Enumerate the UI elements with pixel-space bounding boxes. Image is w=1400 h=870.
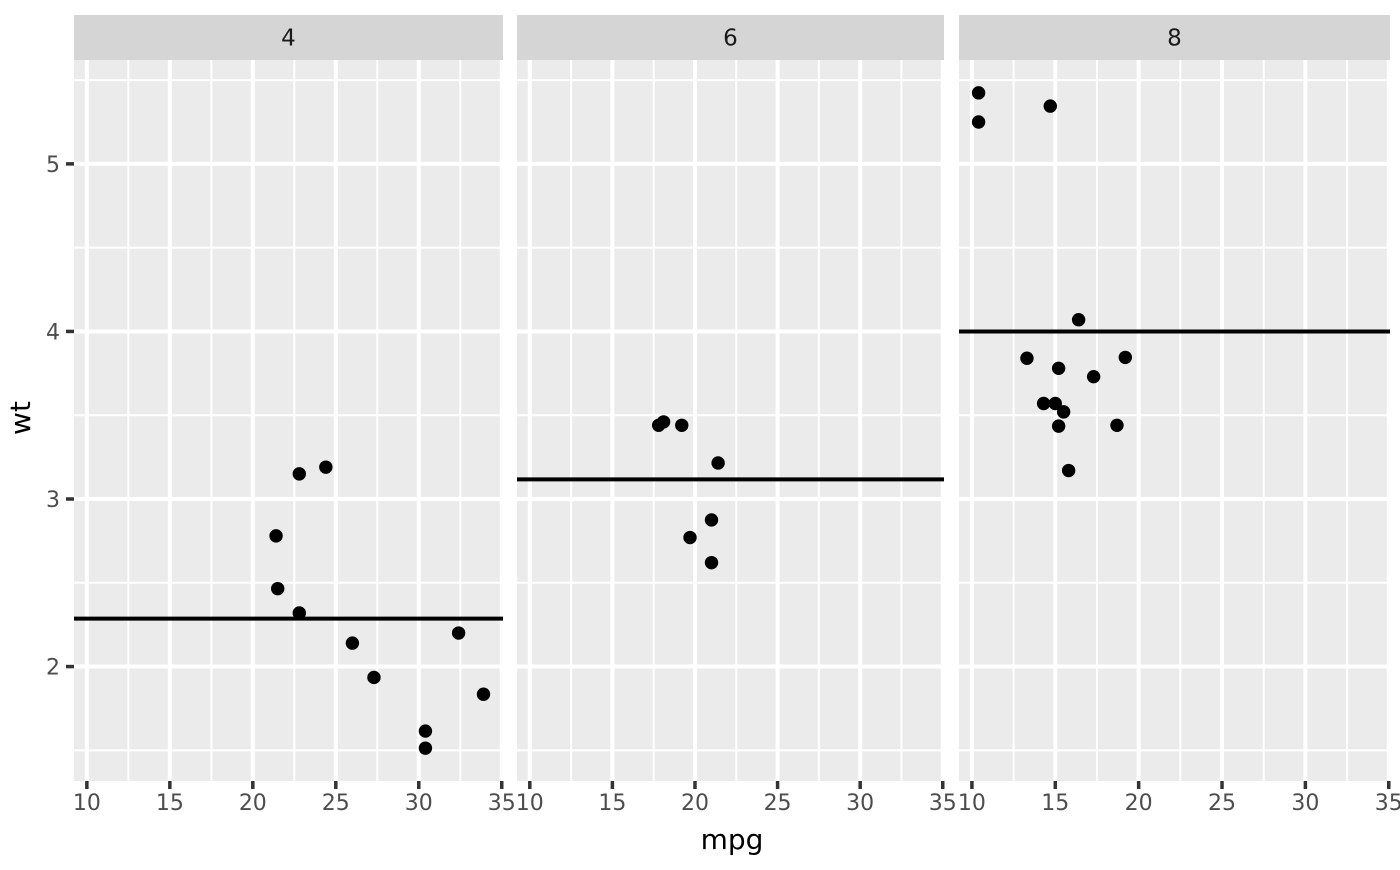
- x-axis-tick-label: 35: [488, 791, 516, 816]
- x-axis-tick-label: 10: [516, 791, 544, 816]
- data-point: [1061, 463, 1076, 478]
- x-axis-tick-label: 20: [1125, 791, 1153, 816]
- y-axis-tick-label: 4: [46, 320, 60, 345]
- y-axis-tick-label: 2: [46, 656, 60, 681]
- facet-strip-label: 4: [281, 26, 296, 52]
- y-axis-tick-label: 3: [46, 488, 60, 513]
- y-axis-title: wt: [4, 401, 37, 435]
- panel-background: [517, 60, 944, 781]
- data-point: [319, 460, 333, 474]
- data-point: [1110, 418, 1124, 432]
- x-axis-tick-label: 25: [1208, 791, 1236, 816]
- facet-strip-label: 8: [1167, 26, 1182, 52]
- x-axis-tick-label: 10: [73, 791, 101, 816]
- panels-layer: 4 10 15 20 25 30 35 2 3 4 5 6 10 15 20 25 30 35 8 10 15 20 25 3…: [46, 15, 1400, 816]
- data-point: [704, 513, 719, 527]
- x-axis-tick-label: 25: [322, 791, 350, 816]
- data-point: [704, 555, 719, 570]
- data-point: [1086, 369, 1101, 384]
- data-point: [476, 687, 491, 701]
- data-point: [1071, 313, 1086, 327]
- facet-strip-label: 6: [723, 26, 738, 52]
- panel-background: [959, 60, 1390, 781]
- x-axis-tick-label: 35: [1375, 791, 1400, 816]
- x-axis-tick-label: 35: [929, 791, 957, 816]
- x-axis-tick-label: 10: [958, 791, 986, 816]
- data-point: [971, 86, 986, 100]
- x-axis-title: mpg: [701, 823, 764, 856]
- data-point: [418, 724, 433, 738]
- panel-background: [74, 60, 503, 781]
- x-axis-tick-label: 15: [1041, 791, 1069, 816]
- data-point: [1051, 419, 1066, 433]
- data-point: [1036, 396, 1051, 411]
- data-point: [675, 418, 689, 432]
- data-point: [1020, 351, 1034, 365]
- data-point: [1056, 405, 1071, 419]
- facet-strip: [517, 15, 944, 60]
- data-point: [711, 456, 725, 470]
- data-point: [367, 670, 381, 685]
- x-axis-tick-label: 30: [846, 791, 874, 816]
- facet-strip: [74, 15, 503, 60]
- facet-strip: [959, 15, 1390, 60]
- x-axis-tick-label: 15: [598, 791, 626, 816]
- data-point: [1048, 396, 1062, 411]
- x-axis-tick-label: 30: [1291, 791, 1319, 816]
- x-axis-tick-label: 25: [764, 791, 792, 816]
- data-point: [292, 467, 306, 481]
- data-point: [1051, 361, 1066, 376]
- data-point: [451, 626, 466, 640]
- data-point: [683, 530, 697, 545]
- x-axis-tick-label: 30: [405, 791, 433, 816]
- data-point: [1118, 350, 1133, 365]
- data-point: [971, 115, 986, 129]
- data-point: [269, 529, 283, 543]
- data-point: [651, 418, 666, 432]
- data-point: [292, 606, 306, 620]
- y-axis-tick-label: 5: [46, 153, 60, 178]
- data-point: [418, 741, 433, 755]
- data-point: [1043, 99, 1057, 113]
- data-point: [345, 636, 360, 650]
- x-axis-tick-label: 20: [239, 791, 267, 816]
- x-axis-tick-label: 15: [156, 791, 184, 816]
- data-point: [271, 581, 285, 596]
- x-axis-tick-label: 20: [681, 791, 709, 816]
